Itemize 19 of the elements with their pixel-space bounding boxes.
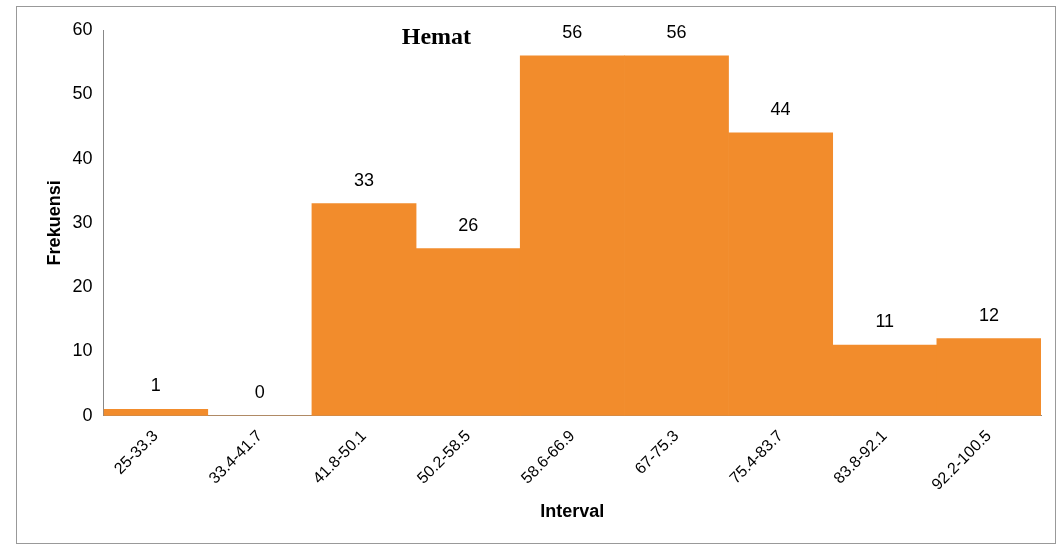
x-axis-title: Interval bbox=[540, 501, 605, 522]
data-label: 26 bbox=[458, 214, 479, 235]
data-label: 56 bbox=[666, 21, 687, 42]
data-label: 44 bbox=[770, 98, 791, 119]
data-label: 0 bbox=[254, 381, 265, 402]
y-axis-title: Frekuensi bbox=[43, 180, 64, 266]
data-label: 1 bbox=[150, 375, 161, 396]
y-tick-label: 60 bbox=[72, 18, 93, 39]
y-tick-label: 30 bbox=[72, 211, 93, 232]
y-tick-label: 20 bbox=[72, 276, 93, 297]
y-tick-label: 10 bbox=[72, 340, 93, 361]
data-label: 33 bbox=[353, 169, 375, 190]
data-label: 12 bbox=[978, 304, 999, 325]
chart-title: Hemat bbox=[401, 23, 472, 50]
y-tick-label: 50 bbox=[72, 83, 93, 104]
y-tick-label: 0 bbox=[82, 404, 93, 425]
data-label: 11 bbox=[875, 310, 895, 331]
data-label: 56 bbox=[562, 21, 583, 42]
y-tick-label: 40 bbox=[72, 147, 93, 168]
